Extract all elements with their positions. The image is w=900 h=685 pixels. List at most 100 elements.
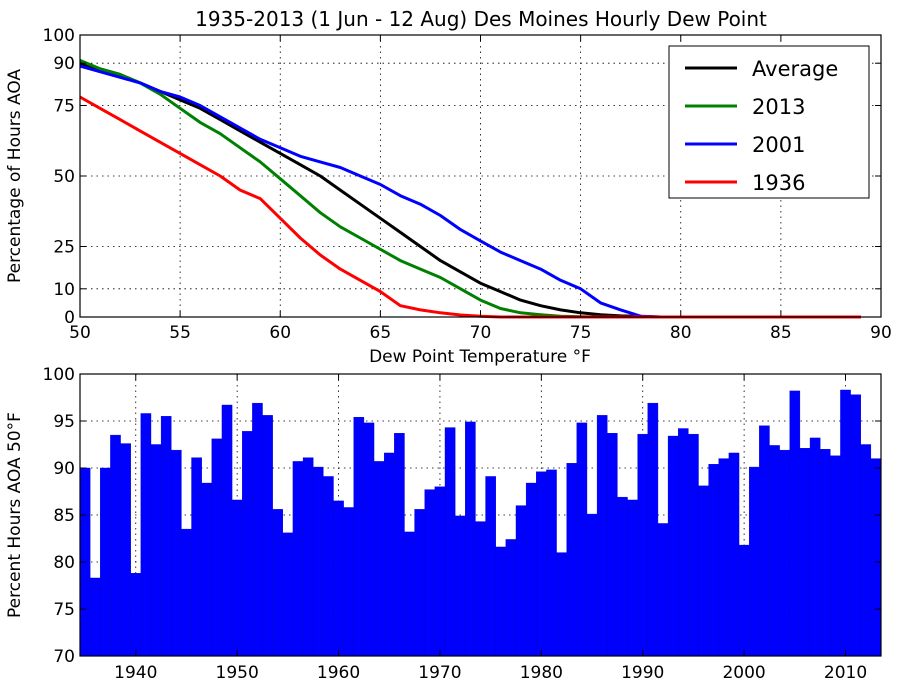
bar-1938 <box>110 434 121 657</box>
bar-1994 <box>678 428 689 657</box>
bars <box>79 389 882 657</box>
bar-1957 <box>302 457 314 657</box>
bar-1963 <box>363 422 375 657</box>
bar-1991 <box>647 402 659 657</box>
bar-1940 <box>130 573 142 657</box>
bar-1939 <box>120 443 131 657</box>
bar-1959 <box>323 476 334 657</box>
x-tick-label: 1990 <box>621 663 664 683</box>
bar-1942 <box>150 444 162 657</box>
bar-2011 <box>850 394 861 657</box>
x-axis-ticks: 50 55 60 65 70 75 80 85 90 <box>69 35 892 343</box>
bar-1995 <box>688 433 699 657</box>
bar-1982 <box>556 552 567 657</box>
bar-1988 <box>617 496 628 657</box>
y-tick-label: 90 <box>53 459 75 479</box>
x-tick-label: 60 <box>269 323 291 343</box>
y-tick-label: 10 <box>53 280 75 300</box>
bar-1986 <box>596 415 608 657</box>
bar-1952 <box>252 402 263 657</box>
x-tick-label: 90 <box>870 323 892 343</box>
bar-1947 <box>201 482 213 657</box>
x-tick-label: 55 <box>169 323 191 343</box>
bar-1974 <box>475 521 486 657</box>
bar-2003 <box>769 445 780 657</box>
bar-2005 <box>789 390 801 657</box>
bar-2000 <box>738 544 750 657</box>
bar-1993 <box>667 435 679 657</box>
yearly-percent-bar-chart: 1940 1950 1960 1970 1980 1990 2000 2010 70 75 80 8… <box>5 365 882 683</box>
bar-1941 <box>140 413 152 657</box>
bar-1976 <box>495 546 507 657</box>
bar-1978 <box>515 505 527 657</box>
chart-title: 1935-2013 (1 Jun - 12 Aug) Des Moines Ho… <box>195 7 767 31</box>
bar-1979 <box>525 482 537 657</box>
bar-1964 <box>373 461 385 657</box>
y-axis-ticks: 0 10 25 50 75 90 100 <box>43 26 881 328</box>
x-axis-ticks: 1940 1950 1960 1970 1980 1990 2000 2010 <box>114 374 867 683</box>
plot-frame <box>79 34 882 318</box>
dew-point-exceedance-chart: 1935-2013 (1 Jun - 12 Aug) Des Moines Ho… <box>5 7 892 367</box>
legend-box <box>668 45 870 199</box>
x-tick-label: 1980 <box>520 663 563 683</box>
x-tick-label: 70 <box>470 323 492 343</box>
bar-2009 <box>830 455 841 657</box>
x-tick-label: 75 <box>570 323 592 343</box>
bar-1953 <box>262 415 273 657</box>
bar-1983 <box>566 463 578 657</box>
bar-1944 <box>171 449 182 657</box>
legend-label: 2001 <box>752 133 805 157</box>
bar-2012 <box>860 444 872 657</box>
y-tick-label: 70 <box>53 647 75 667</box>
bar-1996 <box>698 485 709 657</box>
bar-1981 <box>546 469 557 657</box>
legend: Average 2013 2001 1936 <box>668 45 870 199</box>
y-tick-label: 75 <box>53 600 75 620</box>
y-axis-ticks: 70 75 80 85 90 95 100 <box>43 365 881 667</box>
bar-1949 <box>221 404 233 657</box>
bar-1966 <box>394 433 405 657</box>
bar-1965 <box>383 452 395 657</box>
bar-1969 <box>424 489 436 657</box>
bar-2001 <box>748 466 760 657</box>
bar-1973 <box>465 421 476 657</box>
bar-1977 <box>505 539 517 657</box>
bar-1985 <box>586 513 598 657</box>
bar-1946 <box>191 457 202 657</box>
bar-1987 <box>607 433 618 657</box>
bar-1937 <box>100 467 111 657</box>
x-tick-label: 65 <box>370 323 392 343</box>
bar-1955 <box>282 532 294 657</box>
y-axis-label: Percentage of Hours AOA <box>5 69 25 283</box>
legend-label: 2013 <box>752 95 805 119</box>
y-tick-label: 80 <box>53 553 75 573</box>
x-tick-label: 1950 <box>216 663 259 683</box>
y-tick-label: 75 <box>53 97 75 117</box>
bar-1992 <box>657 523 669 657</box>
bar-1971 <box>444 427 456 657</box>
bar-1943 <box>160 416 172 657</box>
bar-2002 <box>759 425 770 657</box>
legend-label: 1936 <box>752 171 805 195</box>
legend-label: Average <box>752 57 838 81</box>
x-axis-label: Dew Point Temperature °F <box>369 347 591 367</box>
bar-1997 <box>708 464 719 657</box>
bar-2013 <box>870 458 882 657</box>
bar-1972 <box>454 515 466 657</box>
bar-1999 <box>728 452 740 657</box>
bar-1980 <box>536 471 547 657</box>
bar-1954 <box>272 509 283 657</box>
y-tick-label: 0 <box>64 308 75 328</box>
bar-1958 <box>313 466 324 657</box>
x-tick-label: 50 <box>69 323 91 343</box>
bar-1998 <box>718 458 730 657</box>
bar-1989 <box>627 499 638 657</box>
y-tick-label: 85 <box>53 506 75 526</box>
y-tick-label: 100 <box>43 365 75 385</box>
bar-1990 <box>637 433 648 657</box>
bar-1967 <box>404 531 415 657</box>
y-tick-label: 90 <box>53 54 75 74</box>
bar-2008 <box>819 449 831 657</box>
bar-1948 <box>211 438 223 657</box>
